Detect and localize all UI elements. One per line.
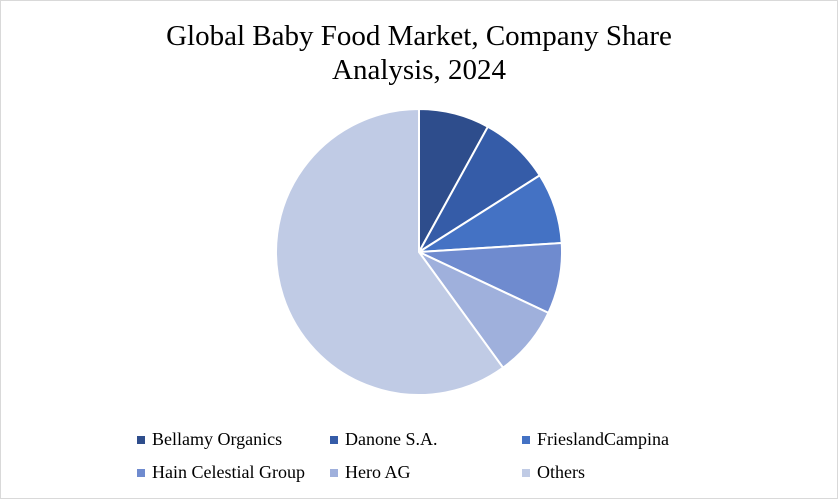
pie-slice-others bbox=[275, 107, 505, 396]
chart-title-line-2: Analysis, 2024 bbox=[332, 54, 506, 86]
chart-title: Global Baby Food Market, Company Share A… bbox=[1, 19, 837, 87]
chart-title-line-1: Global Baby Food Market, Company Share bbox=[166, 20, 672, 52]
